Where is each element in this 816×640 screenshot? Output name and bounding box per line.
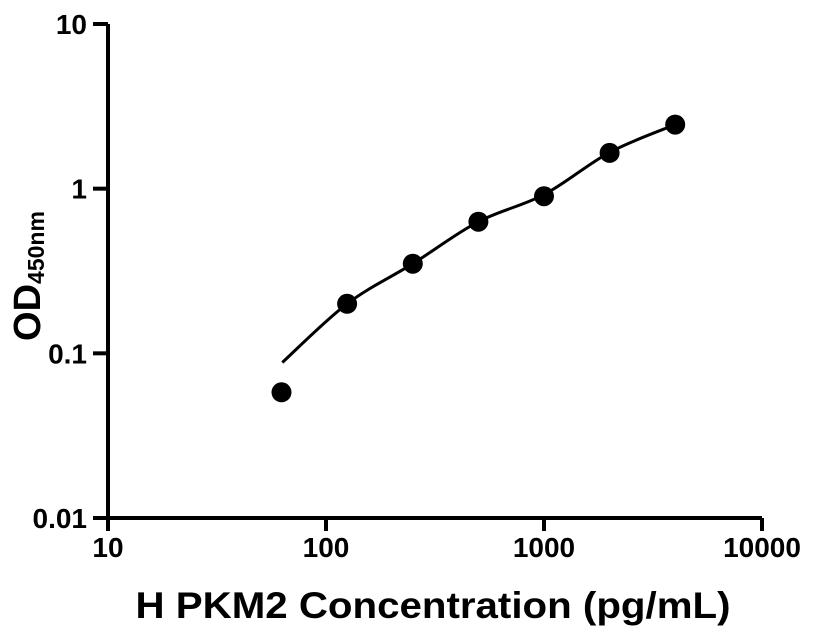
x-tick-label: 100 [303, 532, 350, 563]
data-point-marker [534, 186, 554, 207]
y-tick-label: 1 [71, 174, 87, 205]
data-point-marker [337, 293, 358, 314]
y-tick-label: 0.01 [33, 503, 88, 534]
y-axis-title: OD450nm [7, 211, 49, 341]
x-tick-label: 10 [92, 532, 123, 563]
data-point-marker [665, 114, 686, 135]
data-point-marker [402, 253, 423, 274]
y-tick-label: 0.1 [48, 338, 87, 369]
y-tick-label: 10 [56, 9, 87, 40]
x-axis-title: H PKM2 Concentration (pg/mL) [136, 585, 731, 626]
data-point-marker [271, 382, 292, 403]
x-tick-label: 10000 [723, 532, 801, 563]
y-axis-title-subscript: 450nm [23, 211, 49, 284]
axes-spine [106, 24, 762, 520]
plot-layer: 10 100 1000 10000 0.01 0.1 1 10 [33, 9, 801, 563]
x-tick-label: 1000 [513, 532, 575, 563]
data-point-marker [599, 142, 620, 163]
data-point-marker [468, 211, 489, 232]
y-axis-title-main: OD [7, 284, 49, 341]
